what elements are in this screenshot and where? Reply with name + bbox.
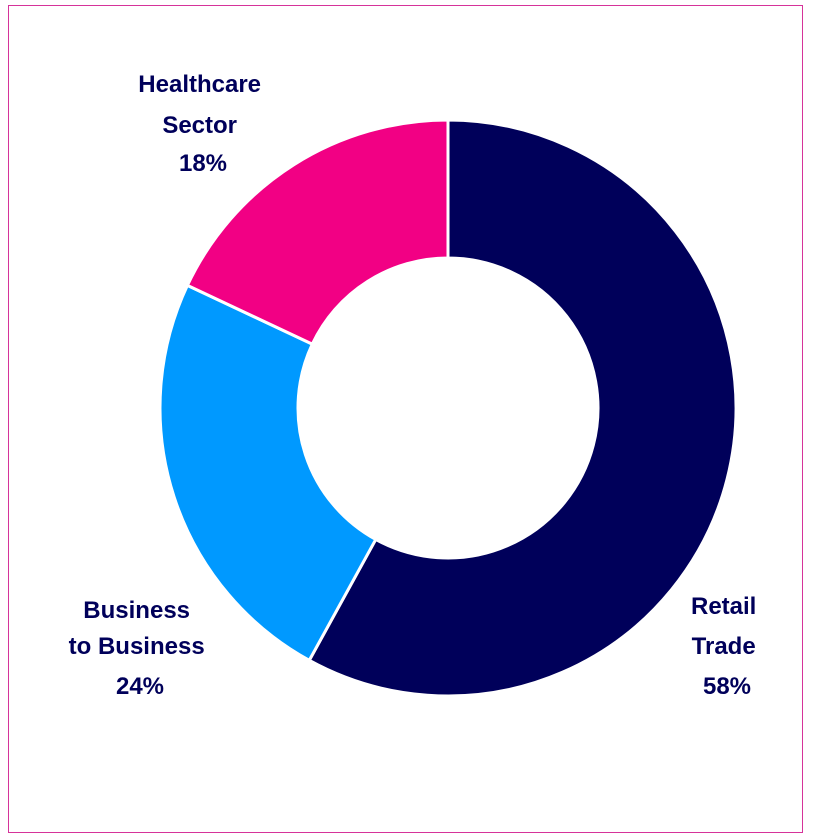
label-healthcare-pct: 18% [179,150,227,177]
slice-retail-trade [307,118,738,698]
label-retail-line1: Retail [691,593,756,620]
label-healthcare-sector: Healthcare Sector 18% [138,71,267,177]
label-retail-pct: 58% [703,673,751,700]
label-b2b-line1: Business [83,597,190,624]
label-retail-line2: Trade [692,633,756,660]
label-retail-trade: Retail Trade 58% [691,593,763,700]
label-healthcare-line1: Healthcare [138,71,261,98]
slice-healthcare-sector [185,118,450,347]
label-healthcare-line2: Sector [162,112,237,139]
label-business-to-business: Business to Business 24% [69,597,212,700]
slice-business-to-business [158,283,378,663]
label-b2b-line2: to Business [69,633,205,660]
label-b2b-pct: 24% [116,673,164,700]
